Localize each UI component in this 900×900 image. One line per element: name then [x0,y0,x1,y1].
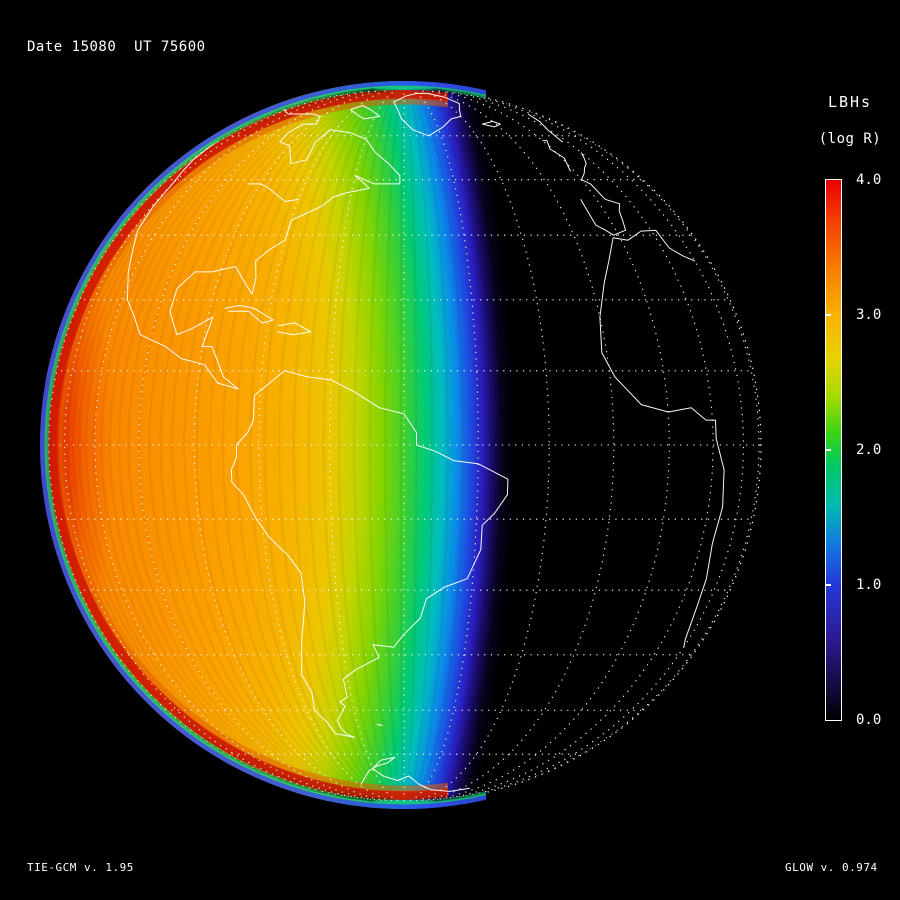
stripe-line [399,89,405,801]
stripe-line [127,88,381,802]
colorbar-label-0.0: 0.0 [856,712,882,728]
stripe-line [53,88,374,802]
stripe-line [413,88,486,802]
coastline [277,322,312,336]
coastline [126,109,401,390]
stripe-line [412,88,486,802]
stripe-line [148,88,383,802]
stripe-line [384,88,404,802]
stripe-line [277,88,394,802]
coastline [393,92,462,137]
graticule-line [434,90,760,802]
coastline [542,140,571,172]
stripe-line [182,88,386,802]
coastline [224,305,274,324]
stripe-line [406,88,449,802]
coastline [247,183,299,202]
stripe-line [307,88,397,802]
stripe-line [108,88,379,802]
graticule-line [426,90,670,802]
graticule-line [48,90,374,802]
stripe-line [50,88,374,802]
stripe-line [57,88,375,802]
graticule-line [138,90,382,802]
limb-glow-outer [40,81,486,809]
coastline [360,756,470,792]
stripe-line [416,88,486,802]
colorbar-subtitle: (log R) [818,131,882,147]
graticule-line [193,90,387,802]
graticule-line [421,90,615,802]
stripe-line [99,88,378,802]
model-version-left: TIE-GCM v. 1.95 [27,861,134,874]
stripe-line [117,88,380,802]
colorbar-tick-2 [826,449,831,451]
night-limb-dotted-outline [486,96,762,794]
graticule-line [329,90,399,802]
graticule-dotted-grid [47,90,761,802]
stripe-line [221,88,389,802]
stripe-line [411,88,486,802]
stripe-line [337,88,400,802]
stripe-line [159,88,384,802]
stripe-line [77,88,376,802]
date-ut-label: Date 15080 UT 75600 [27,39,206,55]
coastline [376,723,383,727]
coastlines [126,92,725,792]
colorbar-label-3.0: 3.0 [856,307,882,323]
stripe-line [45,88,374,802]
colorbar-label-4.0: 4.0 [856,172,882,188]
coastline [599,237,725,648]
stripe-line [405,88,434,802]
stripe-line [353,88,401,802]
coastline [580,152,627,236]
colorbar-tick-1 [826,584,831,586]
limb-green-ring [44,85,486,805]
coastline [230,370,509,738]
colorbar-tick-3 [826,314,831,316]
coastline [350,105,381,120]
coastline [482,120,501,128]
stripe-line [292,88,395,802]
coastline [527,113,564,143]
stripe-line [208,88,388,802]
stripe-line [368,88,403,802]
stripe-line [415,88,486,802]
model-version-right: GLOW v. 0.974 [785,861,878,874]
colorbar-label-1.0: 1.0 [856,577,882,593]
graticule-line [409,90,479,802]
stripe-line [249,88,391,802]
colorbar-title: LBHs [827,93,873,111]
limb-blue-ring [40,81,486,809]
colorbar-label-2.0: 2.0 [856,442,882,458]
coastline [613,229,696,262]
stripe-line [84,88,377,802]
